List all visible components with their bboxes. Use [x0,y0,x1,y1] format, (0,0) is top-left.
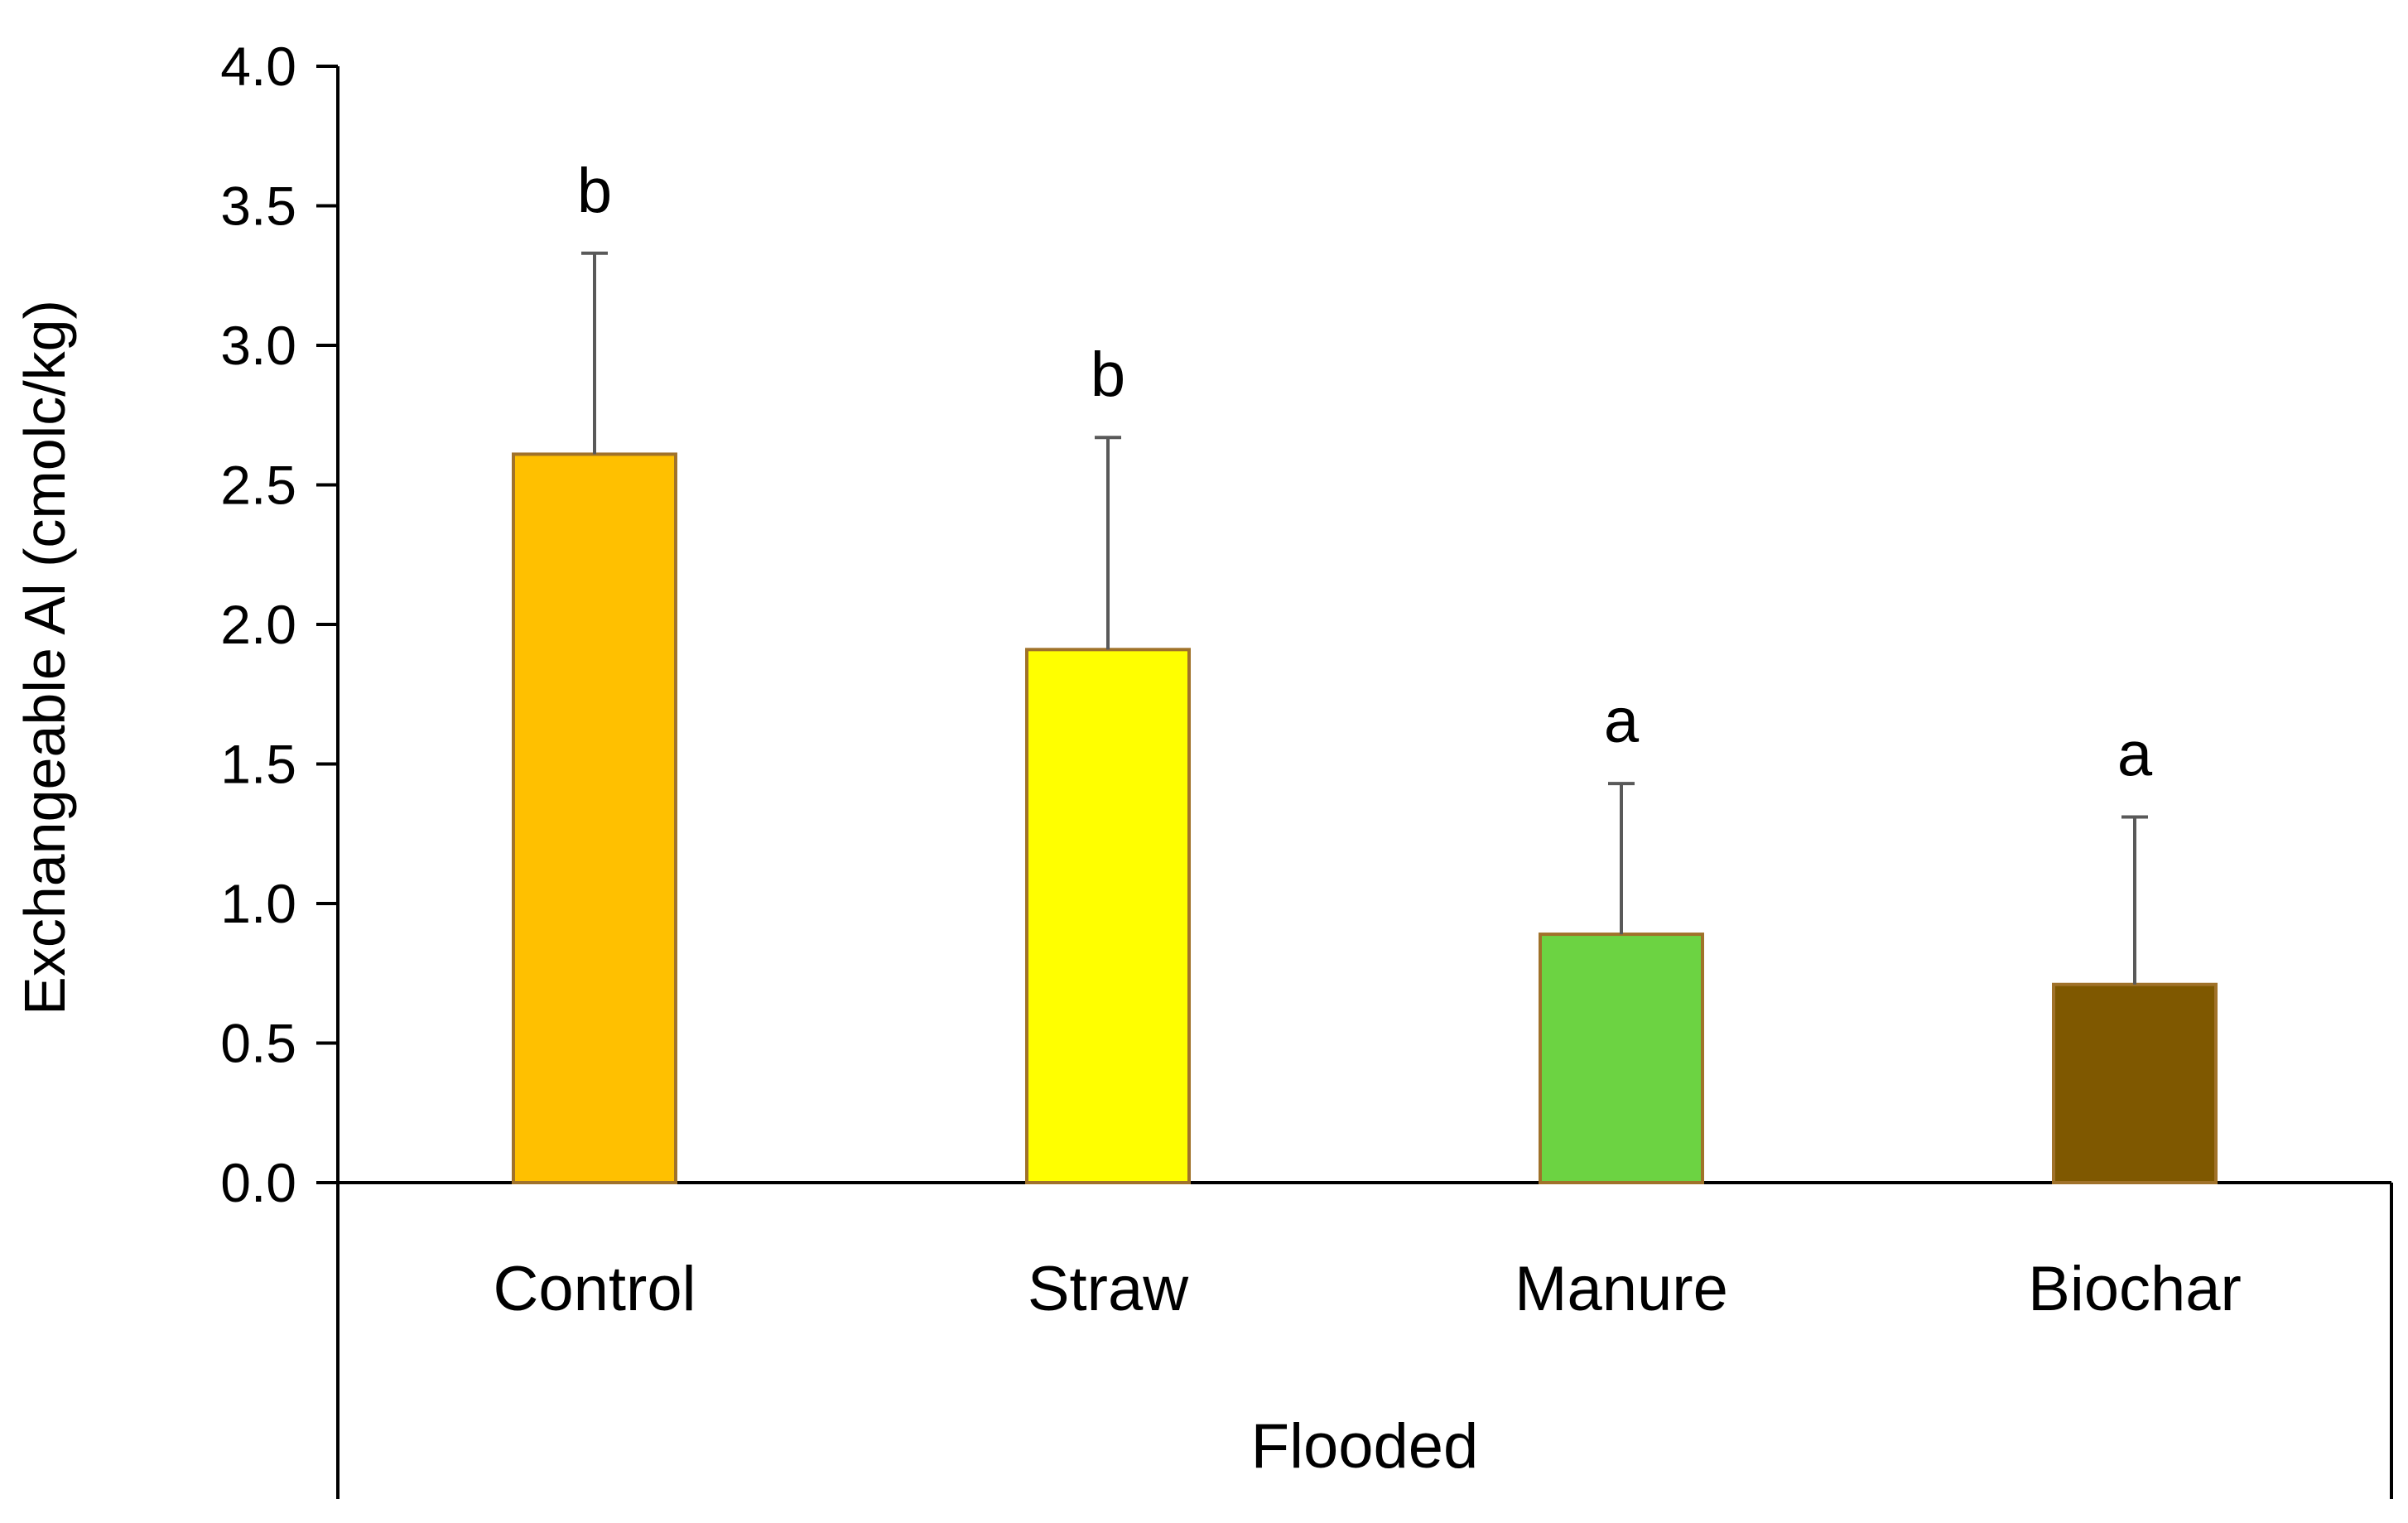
significance-label: b [577,156,612,226]
significance-label: a [2117,720,2153,790]
y-tick-label: 3.0 [220,315,296,376]
y-tick-label: 4.0 [220,36,296,97]
x-tick-label: Control [494,1254,696,1324]
x-group-label: Flooded [1251,1411,1479,1482]
labels: b Control b Straw a Manure a Biochar [494,156,2242,1324]
significance-label: a [1604,686,1640,756]
bar [1539,933,1704,1184]
significance-label: b [1091,340,1125,410]
y-tick-label: 0.5 [220,1013,296,1074]
y-tick-label: 2.5 [220,455,296,516]
bar [1025,648,1191,1184]
x-tick-label: Biochar [2028,1254,2242,1324]
bars [512,452,2218,1184]
y-axis-title: Exchangeable Al (cmolc/kg) [12,300,77,1015]
x-tick-label: Straw [1028,1254,1189,1324]
y-tick-label: 0.0 [220,1152,296,1213]
bar [512,452,677,1184]
axes: 0.0 0.5 1.0 1.5 2.0 2.5 3.0 3.5 4.0 [220,36,2393,1499]
y-tick-label: 1.5 [220,734,296,795]
y-tick-label: 3.5 [220,176,296,237]
y-tick-label: 1.0 [220,873,296,934]
error-bars [581,251,2148,985]
y-tick-label: 2.0 [220,594,296,655]
bar [2052,982,2218,1184]
x-tick-label: Manure [1515,1254,1728,1324]
